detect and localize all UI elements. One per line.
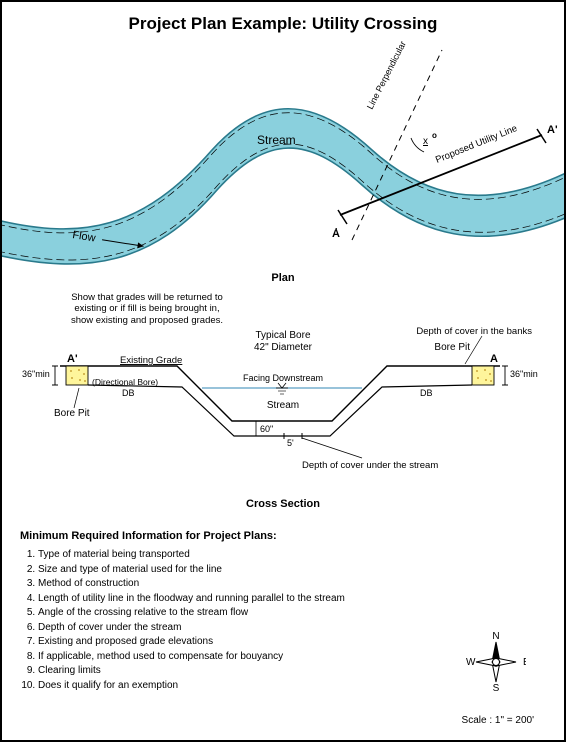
perp-label: Line Perpendicular to Stream Flow: [365, 40, 437, 111]
svg-text:A': A': [547, 124, 558, 136]
svg-text:5': 5': [287, 438, 294, 448]
plan-view: Flow Stream A ' A' x o Line Perpendicula…: [2, 40, 564, 270]
scale-note: Scale : 1" = 200': [462, 715, 534, 726]
depth-bank-label: Depth of cover in the banks: [416, 326, 532, 337]
dim-5: 5': [284, 433, 302, 448]
min-left: 36"min: [22, 366, 58, 385]
compass-rose: N S E W: [466, 632, 526, 692]
bore-pit-right-label: Bore Pit: [434, 342, 470, 353]
svg-text:E: E: [523, 657, 526, 668]
point-a: A ': [332, 210, 347, 240]
utility-label: Proposed Utility Line: [434, 123, 519, 166]
page: Project Plan Example: Utility Crossing F…: [0, 0, 566, 742]
db-right: DB: [420, 388, 433, 398]
plan-caption: Plan: [2, 272, 564, 284]
requirement-item: Angle of the crossing relative to the st…: [38, 606, 554, 620]
a-right: A: [490, 353, 498, 365]
page-title: Project Plan Example: Utility Crossing: [2, 14, 564, 34]
cross-caption: Cross Section: [2, 498, 564, 510]
min-right: 36"min: [502, 366, 538, 385]
cross-section: Show that grades will be returned to exi…: [2, 286, 564, 496]
bore-pit-right: [472, 366, 494, 385]
point-a-prime: A': [537, 124, 558, 143]
svg-text:W: W: [466, 657, 476, 668]
requirement-item: Method of construction: [38, 577, 554, 591]
svg-text:N: N: [492, 632, 499, 642]
stream-label: Stream: [257, 133, 296, 147]
svg-text:36"min: 36"min: [22, 369, 50, 379]
facing-label: Facing Downstream: [243, 373, 323, 383]
stream-cs-label: Stream: [267, 400, 299, 411]
bore-title: Typical Bore: [255, 330, 310, 341]
requirement-item: Length of utility line in the floodway a…: [38, 592, 554, 606]
requirement-item: Type of material being transported: [38, 548, 554, 562]
svg-text:': ': [335, 227, 337, 238]
angle-x: x: [423, 136, 428, 147]
bore-dia: 42" Diameter: [254, 342, 313, 353]
dim-60: 60": [253, 421, 273, 436]
db-left: DB: [122, 388, 135, 398]
a-prime: A': [67, 353, 78, 365]
requirements-title: Minimum Required Information for Project…: [20, 530, 564, 542]
angle-deg: o: [432, 131, 437, 140]
svg-text:36"min: 36"min: [510, 369, 538, 379]
bore-pit-left-label: Bore Pit: [54, 408, 90, 419]
bore-pit-left: [66, 366, 88, 385]
existing-grade-label: Existing Grade: [120, 355, 182, 366]
depth-stream-label: Depth of cover under the stream: [302, 460, 438, 471]
grade-note: Show that grades will be returned to exi…: [62, 292, 232, 326]
requirement-item: Size and type of material used for the l…: [38, 563, 554, 577]
svg-text:60": 60": [260, 424, 273, 434]
db-paren: (Directional Bore): [92, 377, 158, 387]
svg-text:S: S: [493, 683, 500, 692]
